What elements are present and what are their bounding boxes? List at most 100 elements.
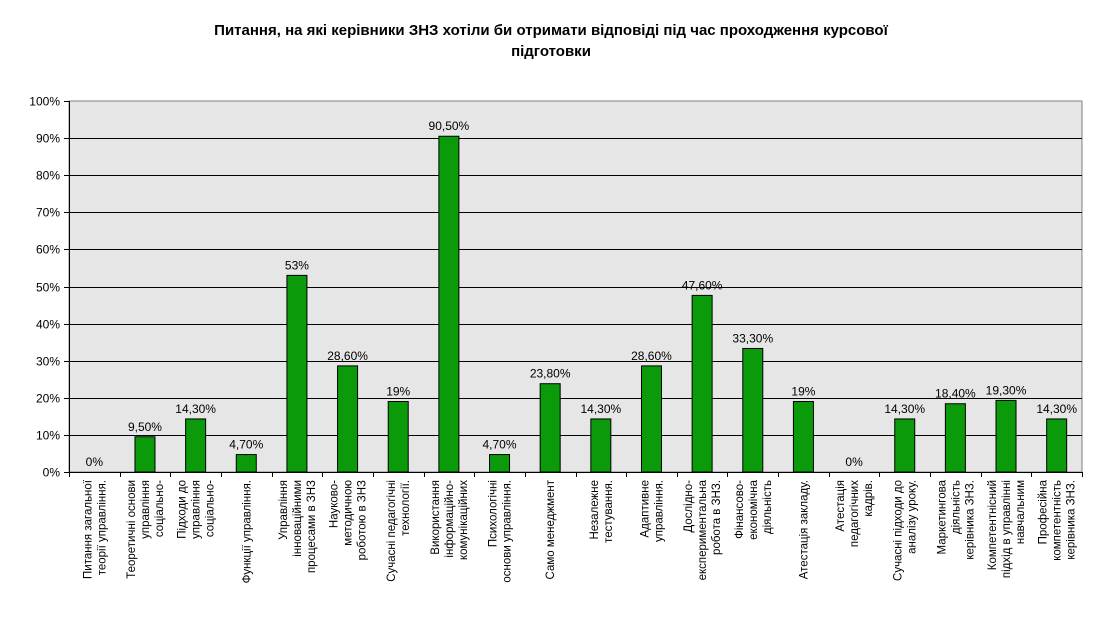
x-tick-label-line: Атестація закладу. — [798, 480, 810, 579]
x-tick-label-line: Сучасні педагогічні — [386, 480, 398, 582]
x-tick-label-line: тестування. — [603, 480, 615, 543]
bar — [235, 454, 257, 473]
x-tick-label: Компетентнісний підхід в управлінні навчал… — [987, 480, 1027, 578]
x-tick-label: Теоретичні основи управління соціально- — [126, 480, 166, 579]
x-tick-label-line: управління — [140, 480, 152, 539]
x-tick-label: Психологічні основи управління. — [488, 480, 514, 583]
data-label: 19% — [791, 385, 815, 399]
x-tick-label-line: педагогічних — [849, 480, 861, 547]
x-tick-label-line: навчальним — [1015, 480, 1027, 544]
chart-title-line-2: підготовки — [511, 43, 591, 60]
x-tick-label-line: Управління — [278, 480, 290, 540]
data-label: 14,30% — [1036, 402, 1077, 416]
x-tick-label: Підходи до управління соціально- — [177, 480, 217, 539]
y-tick-label: 80% — [36, 169, 60, 183]
bar — [1046, 418, 1068, 473]
x-tick-label-line: Сучасні підходи до — [893, 480, 905, 581]
y-tick-label: 90% — [36, 132, 60, 146]
x-tick-label-line: роботою в ЗНЗ — [357, 480, 369, 560]
x-tick-label-line: Підходи до — [177, 480, 189, 539]
data-label: 90,50% — [429, 119, 470, 133]
data-label: 47,60% — [682, 278, 723, 292]
x-tick-label: Професійна компетентність керівника ЗНЗ. — [1038, 479, 1078, 560]
bar — [539, 383, 561, 473]
x-tick-label-line: Теоретичні основи — [126, 480, 138, 579]
x-tick-label-line: теорії управління. — [96, 480, 108, 575]
x-tick-label: Дослідно-експериментальна робота в ЗНЗ. — [683, 479, 723, 580]
x-tick-label-line: управління — [191, 480, 203, 539]
y-tick-label: 10% — [36, 429, 60, 443]
x-tick-label: Адаптивне управління. — [639, 480, 665, 542]
bar — [387, 401, 409, 473]
x-tick-label-line: Маркетингова — [936, 479, 948, 554]
x-tick-label-line: економічна — [748, 479, 760, 540]
bar — [792, 401, 814, 473]
x-tick-label-line: Адаптивне — [639, 480, 651, 538]
x-tick-label-line: робота в ЗНЗ. — [711, 480, 723, 555]
y-tick-label: 60% — [36, 243, 60, 257]
y-tick-label: 30% — [36, 355, 60, 369]
x-tick-label-line: основи управління. — [502, 480, 514, 583]
bar — [995, 399, 1017, 473]
x-tick-label-line: кадрів. — [863, 480, 875, 517]
bar — [489, 454, 511, 473]
x-tick-label: Фінансово-економічна діяльність — [734, 479, 774, 540]
x-tick-label-line: комунікаційних — [458, 480, 470, 560]
x-tick-label-line: діяльність — [762, 480, 774, 534]
x-tick-label: Атестація закладу. — [798, 480, 810, 579]
data-label: 19,30% — [986, 383, 1027, 397]
x-tick-label-line: інноваційними — [292, 480, 304, 557]
data-label: 4,70% — [483, 438, 517, 452]
data-label: 0% — [845, 455, 863, 469]
y-tick-label: 20% — [36, 392, 60, 406]
y-tick-label: 0% — [43, 466, 61, 480]
bar — [742, 347, 764, 473]
x-tick-label-line: Дослідно- — [683, 480, 695, 533]
data-label: 33,30% — [732, 331, 773, 345]
bar — [185, 418, 207, 473]
data-label: 28,60% — [327, 349, 368, 363]
bar — [286, 274, 308, 473]
x-tick-label-line: керівника ЗНЗ. — [964, 480, 976, 560]
y-tick-label: 70% — [36, 206, 60, 220]
x-tick-label-line: Фінансово- — [734, 480, 746, 539]
x-tick-label: Сучасні педагогічні технології. — [386, 480, 412, 582]
chart-title: Питання, на які керівники ЗНЗ хотіли би … — [0, 20, 1102, 62]
bar — [944, 403, 966, 473]
x-tick-label: Функції управління. — [241, 480, 253, 583]
y-tick-label: 100% — [29, 95, 60, 109]
x-tick-label: Само менеджмент — [545, 479, 557, 579]
x-tick-label-line: інформаційно- — [444, 480, 456, 558]
y-tick-label: 50% — [36, 281, 60, 295]
x-tick-label: Атестація педагогічних кадрів. — [835, 480, 875, 547]
bar — [337, 365, 359, 473]
x-tick-label: Маркетингова діяльність керівника ЗНЗ. — [936, 479, 976, 559]
data-label: 14,30% — [175, 402, 216, 416]
data-label: 0% — [86, 455, 104, 469]
x-tick-label-line: управління. — [653, 480, 665, 542]
x-tick-label-line: експериментальна — [697, 479, 709, 580]
x-tick-label-line: Само менеджмент — [545, 479, 557, 579]
bar — [691, 294, 713, 473]
x-tick-label-line: Функції управління. — [241, 480, 253, 583]
x-tick-label-line: соціально- — [205, 480, 217, 537]
x-tick-label: Науково-методичною роботою в ЗНЗ — [329, 480, 369, 561]
data-label: 18,40% — [935, 387, 976, 401]
bar — [438, 135, 460, 473]
bar — [590, 418, 612, 473]
data-label: 53% — [285, 258, 309, 272]
data-label: 9,50% — [128, 420, 162, 434]
x-tick-label-line: діяльність — [950, 480, 962, 534]
y-tick-label: 40% — [36, 318, 60, 332]
x-tick-label-line: Компетентнісний — [987, 480, 999, 570]
x-tick-label-line: Питання загальної — [82, 479, 94, 579]
x-tick-label-line: Професійна — [1038, 479, 1050, 544]
bar — [640, 365, 662, 473]
data-label: 4,70% — [229, 438, 263, 452]
x-tick-label: Управління інноваційними процесами в ЗНЗ — [278, 480, 318, 573]
x-tick-label: Питання загальної теорії управління. — [82, 479, 108, 579]
x-tick-label-line: керівника ЗНЗ. — [1066, 480, 1078, 560]
x-tick-label-line: методичною — [343, 480, 355, 546]
